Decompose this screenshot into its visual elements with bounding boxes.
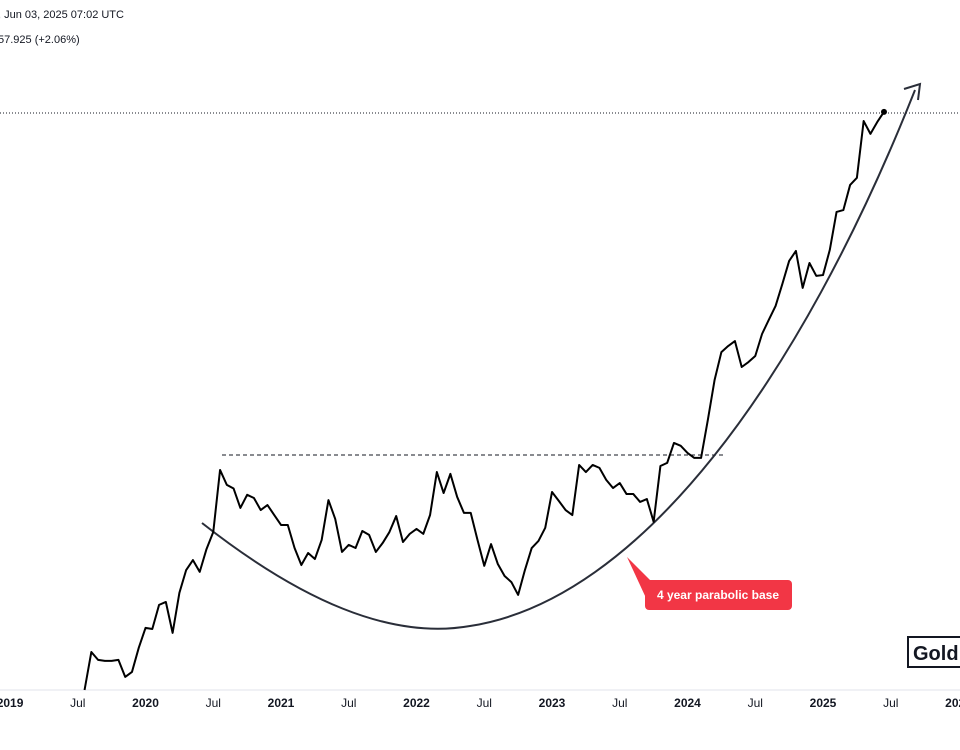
header-time: , Jun 03, 2025 07:02 UTC xyxy=(0,9,124,21)
header-price: 57.925 (+2.06%) xyxy=(0,34,80,46)
x-tick-label: 2021 xyxy=(268,696,295,710)
x-tick-label: 2024 xyxy=(674,696,701,710)
x-tick-label: 2020 xyxy=(132,696,159,710)
x-tick-label: 2019 xyxy=(0,696,24,710)
x-tick-label: Jul xyxy=(883,696,898,710)
symbol-box xyxy=(907,636,960,668)
arc-arrowhead xyxy=(903,82,922,101)
callout-text: 4 year parabolic base xyxy=(657,588,779,602)
x-tick-label: Jul xyxy=(341,696,356,710)
x-tick-label: 2026 xyxy=(945,696,960,710)
last-price-dot xyxy=(880,108,887,115)
x-tick-label: 2025 xyxy=(810,696,837,710)
price-line-series xyxy=(83,111,885,691)
x-tick-label: 2023 xyxy=(539,696,566,710)
x-tick-label: Jul xyxy=(477,696,492,710)
x-tick-label: 2022 xyxy=(403,696,430,710)
plot: 2019 Jul 2020 Jul 2021 Jul 2022 Jul 2023 Jul 2024 J… xyxy=(0,108,960,710)
symbol-label: Gold xyxy=(913,643,959,665)
callout-box xyxy=(645,580,792,610)
x-tick-label: Jul xyxy=(70,696,85,710)
parabolic-arc xyxy=(201,89,916,630)
x-tick-label: Jul xyxy=(748,696,763,710)
x-tick-label: Jul xyxy=(612,696,627,710)
x-tick-label: Jul xyxy=(206,696,221,710)
